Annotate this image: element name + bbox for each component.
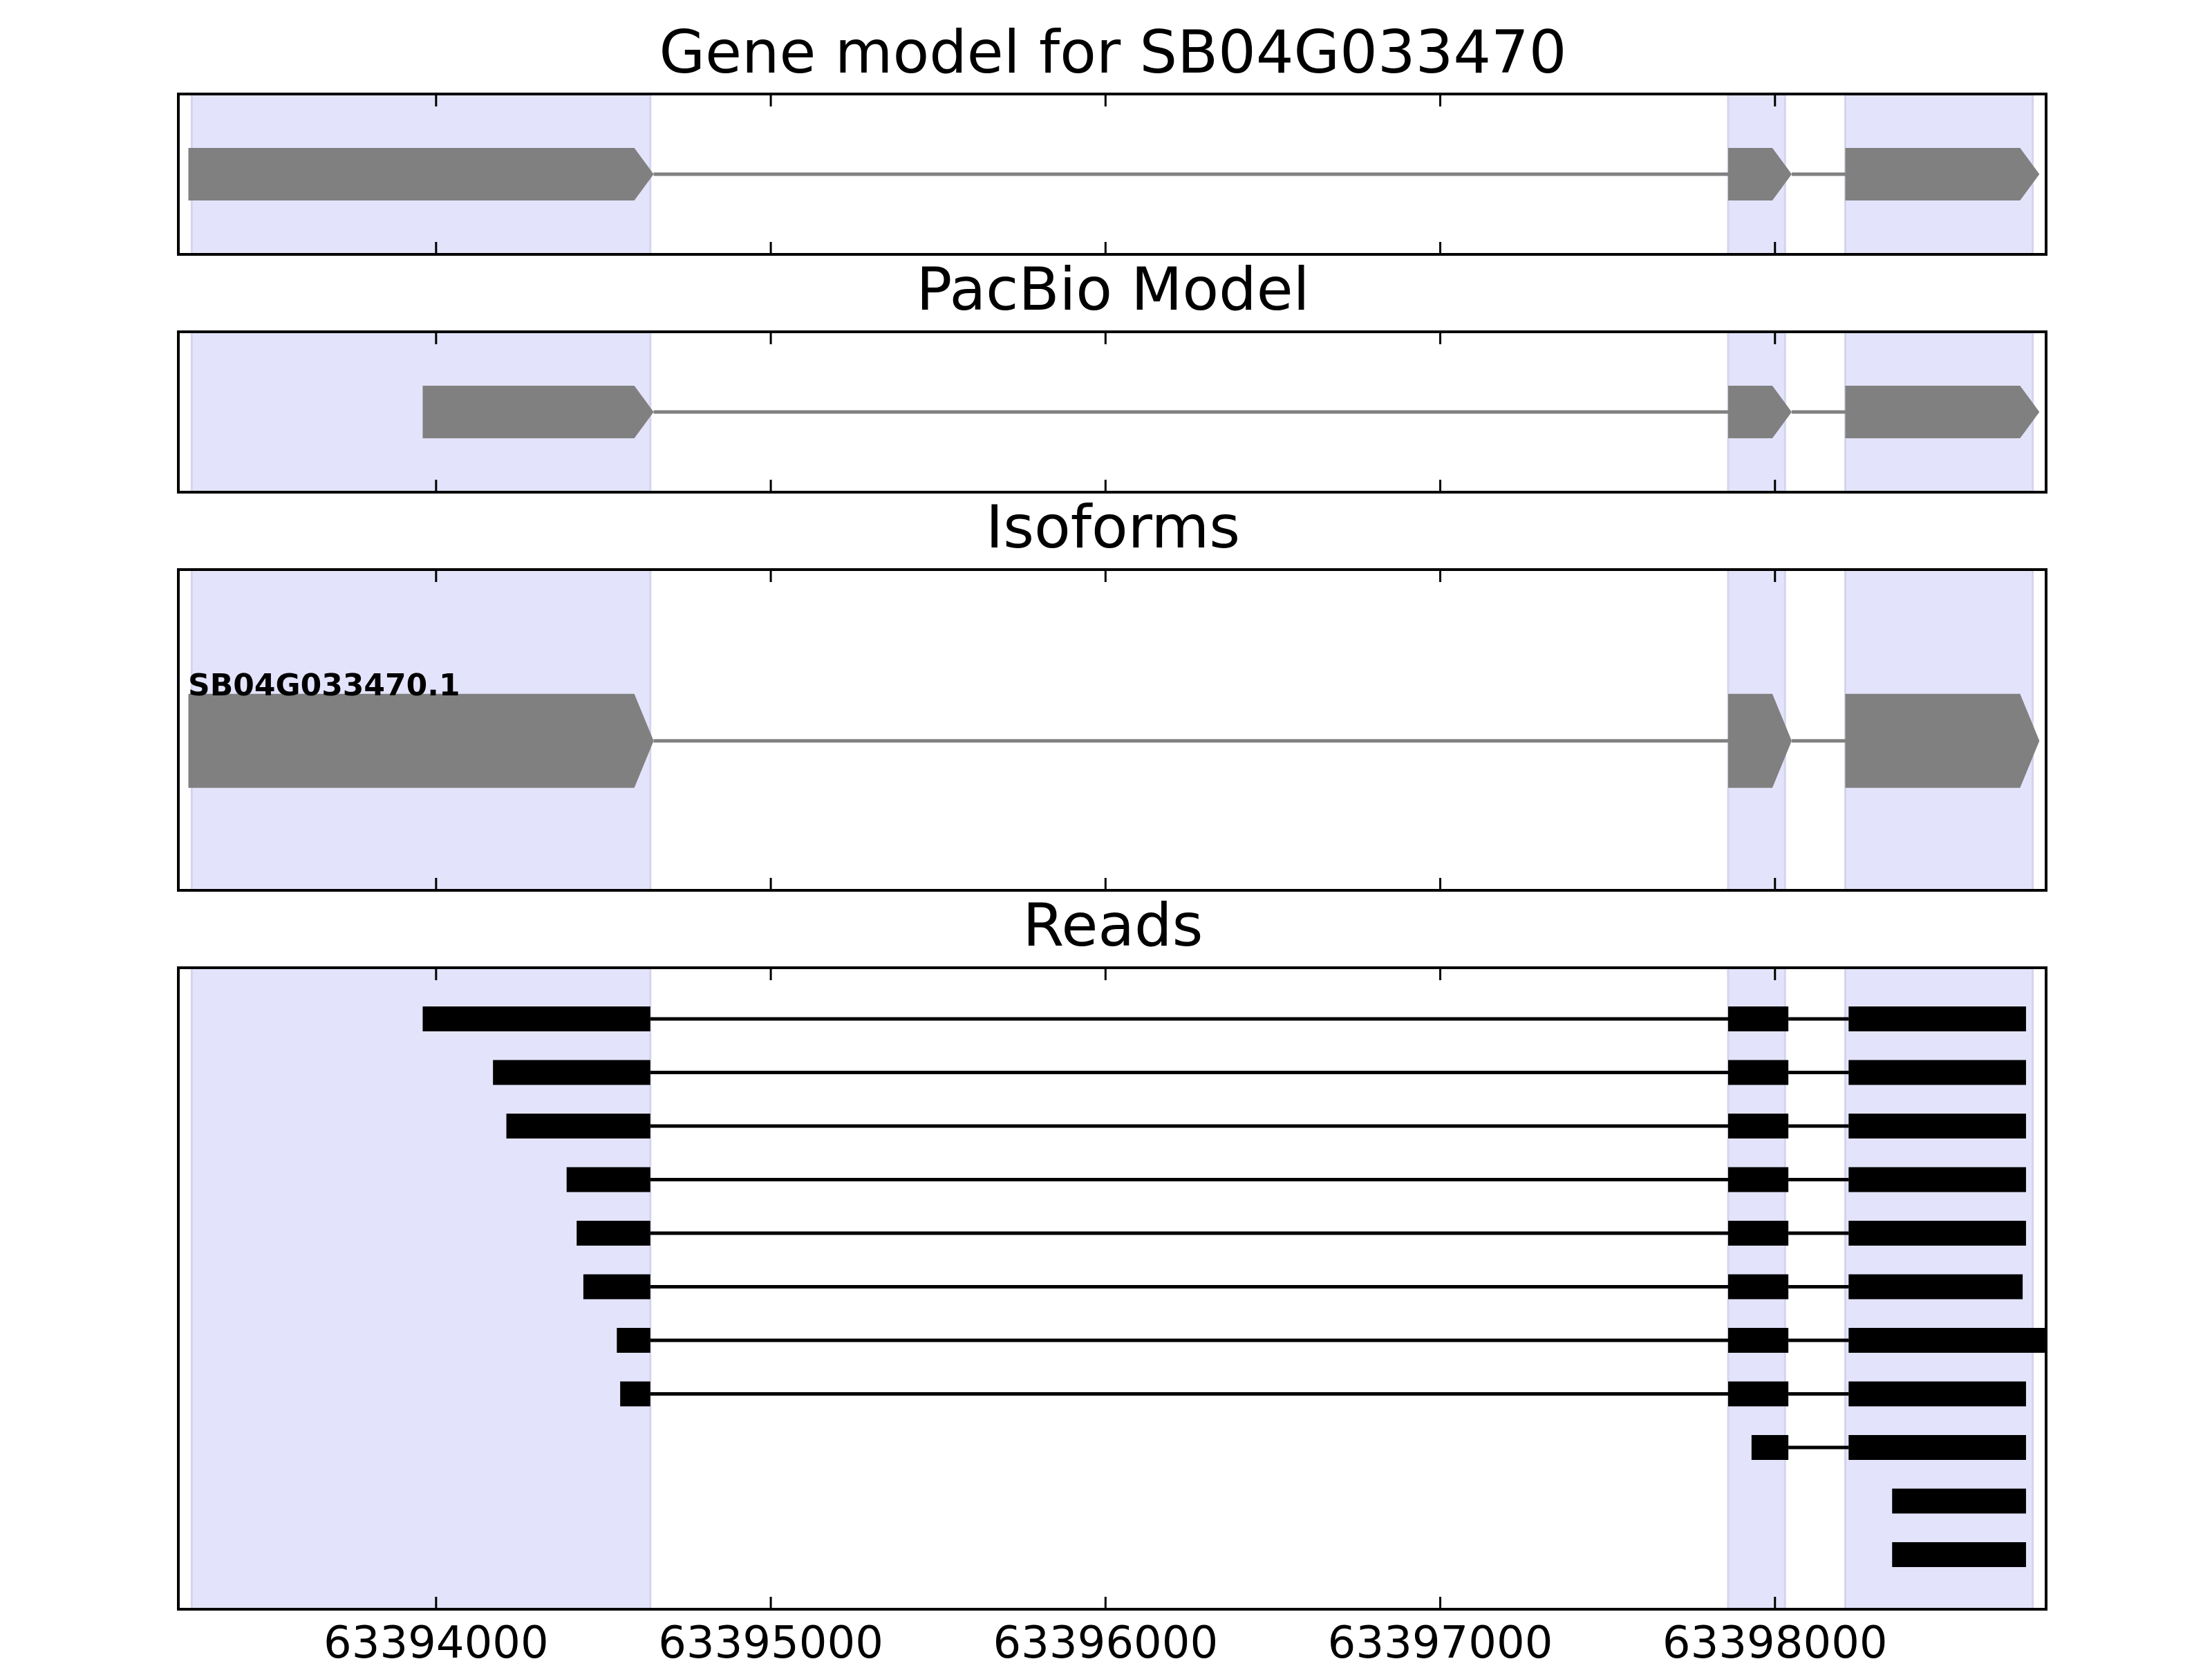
read-block xyxy=(1848,1221,2026,1246)
read-block xyxy=(422,1006,650,1031)
panel-title-reads: Reads xyxy=(1023,891,1203,960)
read-block xyxy=(1848,1435,2026,1460)
isoform-label: SB04G033470.1 xyxy=(188,668,460,703)
read-block xyxy=(1848,1006,2026,1031)
read-block xyxy=(1892,1542,2026,1567)
read-block xyxy=(1848,1114,2026,1138)
read-block xyxy=(583,1274,650,1300)
read-block xyxy=(1727,1167,1789,1192)
read-block xyxy=(1848,1060,2026,1085)
read-block xyxy=(566,1167,650,1192)
exon-block xyxy=(1845,693,2040,788)
read-block xyxy=(1892,1488,2026,1514)
read-block xyxy=(1727,1006,1789,1031)
read-block xyxy=(1727,1221,1789,1246)
exon-block xyxy=(1845,386,2040,438)
panel-frame xyxy=(177,568,2047,892)
x-axis: 63394000 63395000 63396000 63397000 63398000 xyxy=(324,1618,1888,1659)
read-block xyxy=(1727,1114,1789,1138)
panel-pacbio-model: PacBio Model xyxy=(177,255,2047,494)
read-block xyxy=(1751,1435,1789,1460)
exon-block xyxy=(1727,148,1792,200)
panel-title-isoforms: Isoforms xyxy=(986,493,1240,562)
panel-reads: Reads xyxy=(177,891,2047,1611)
x-tick-label: 63396000 xyxy=(993,1618,1218,1659)
exon-block xyxy=(188,693,654,788)
panel-frame xyxy=(177,966,2047,1611)
exon-block xyxy=(188,148,654,200)
x-tick-label: 63397000 xyxy=(1328,1618,1553,1659)
read-block xyxy=(1848,1381,2026,1407)
read-block xyxy=(1848,1328,2046,1353)
panel-frame xyxy=(177,330,2047,494)
read-block xyxy=(1848,1167,2026,1192)
read-block xyxy=(577,1221,650,1246)
read-block xyxy=(1727,1381,1789,1407)
read-block xyxy=(1848,1274,2023,1300)
exon-block xyxy=(1727,693,1792,788)
read-block xyxy=(620,1381,650,1407)
panel-title-gene-model: Gene model for SB04G033470 xyxy=(659,18,1567,87)
panel-isoforms: Isoforms SB04G033470.1 xyxy=(177,493,2047,892)
read-block xyxy=(493,1060,650,1085)
x-tick-label: 63395000 xyxy=(658,1618,883,1659)
panel-title-pacbio-model: PacBio Model xyxy=(916,255,1309,324)
exon-block xyxy=(422,386,654,438)
read-block xyxy=(1727,1328,1789,1353)
panel-frame xyxy=(177,93,2047,256)
read-block xyxy=(1727,1060,1789,1085)
x-tick-label: 63398000 xyxy=(1662,1618,1888,1659)
x-tick-label: 63394000 xyxy=(324,1618,549,1659)
exon-block xyxy=(1845,148,2040,200)
read-block xyxy=(617,1328,650,1353)
read-block xyxy=(1727,1274,1789,1300)
read-block xyxy=(506,1114,650,1138)
panel-gene-model: Gene model for SB04G033470 xyxy=(177,18,2047,256)
exon-block xyxy=(1727,386,1792,438)
